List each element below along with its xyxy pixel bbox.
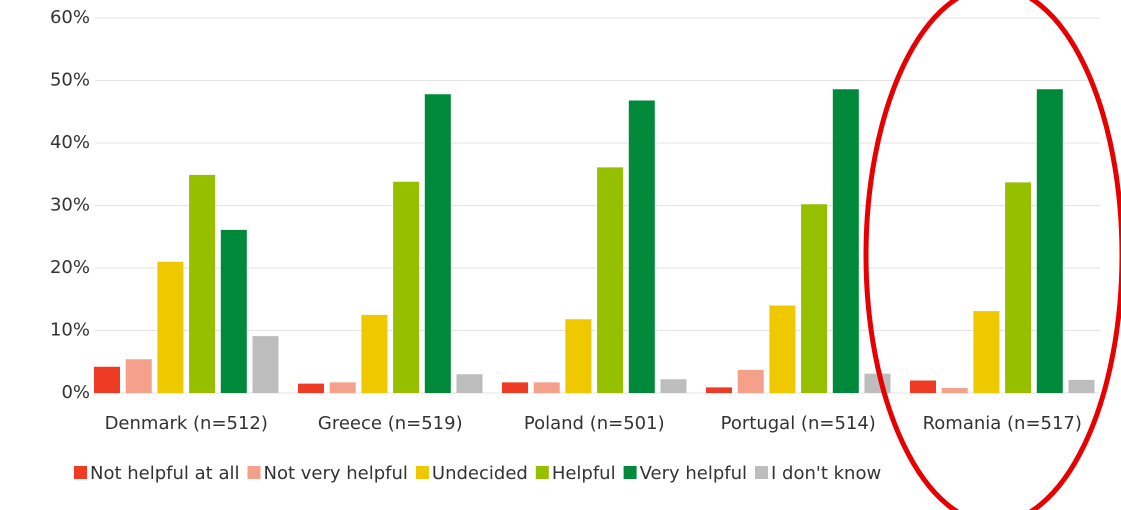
bar <box>565 319 592 393</box>
bar <box>533 382 560 393</box>
bar <box>941 388 968 393</box>
bar <box>393 181 420 393</box>
bar <box>628 100 655 393</box>
y-tick-label: 0% <box>61 382 90 403</box>
legend-swatch <box>623 466 637 479</box>
legend-swatch <box>247 466 261 479</box>
bar <box>189 174 216 393</box>
legend-swatch <box>415 466 429 479</box>
bar <box>456 374 483 393</box>
bar <box>1068 379 1095 393</box>
y-tick-label: 30% <box>50 195 90 216</box>
bar <box>832 89 859 393</box>
bar <box>298 383 324 393</box>
bar <box>597 167 624 393</box>
highlight-ellipse <box>863 0 1121 510</box>
x-tick-label: Portugal (n=514) <box>721 413 876 434</box>
legend-swatch <box>755 466 769 479</box>
plot-area: 0% 10% 20% 30% 40% 50% 60% Denmark (n=512) Greec… <box>50 7 1100 484</box>
legend-swatch <box>74 466 87 479</box>
y-tick-label: 40% <box>50 132 90 153</box>
bar <box>1005 182 1032 393</box>
y-tick-label: 10% <box>50 320 90 341</box>
legend-label: Helpful <box>552 463 616 484</box>
legend-label: Not very helpful <box>263 463 407 484</box>
bar <box>361 314 388 393</box>
bar <box>125 359 152 393</box>
bar <box>252 336 279 393</box>
legend-label: Not helpful at all <box>90 463 239 484</box>
legend-label: Undecided <box>432 463 528 484</box>
legend-label: I don't know <box>771 463 881 484</box>
legend-label: Very helpful <box>640 463 747 484</box>
x-tick-label: Poland (n=501) <box>524 413 665 434</box>
x-tick-label: Denmark (n=512) <box>105 413 268 434</box>
bar <box>424 94 451 393</box>
y-tick-label: 60% <box>50 7 90 28</box>
bar <box>801 204 828 393</box>
bar <box>220 229 247 393</box>
x-tick-label: Greece (n=519) <box>318 413 463 434</box>
bar <box>1036 89 1063 393</box>
bar <box>737 369 764 393</box>
legend-swatch <box>535 466 549 479</box>
bar <box>910 380 936 393</box>
bar <box>157 261 184 393</box>
y-tick-label: 50% <box>50 70 90 91</box>
bar <box>660 379 687 393</box>
bar <box>769 305 796 393</box>
bar <box>502 382 528 393</box>
x-tick-label: Romania (n=517) <box>923 413 1082 434</box>
bar <box>94 366 120 393</box>
y-tick-label: 20% <box>50 257 90 278</box>
bar <box>706 387 732 393</box>
bar <box>329 382 356 393</box>
bar <box>973 311 1000 393</box>
